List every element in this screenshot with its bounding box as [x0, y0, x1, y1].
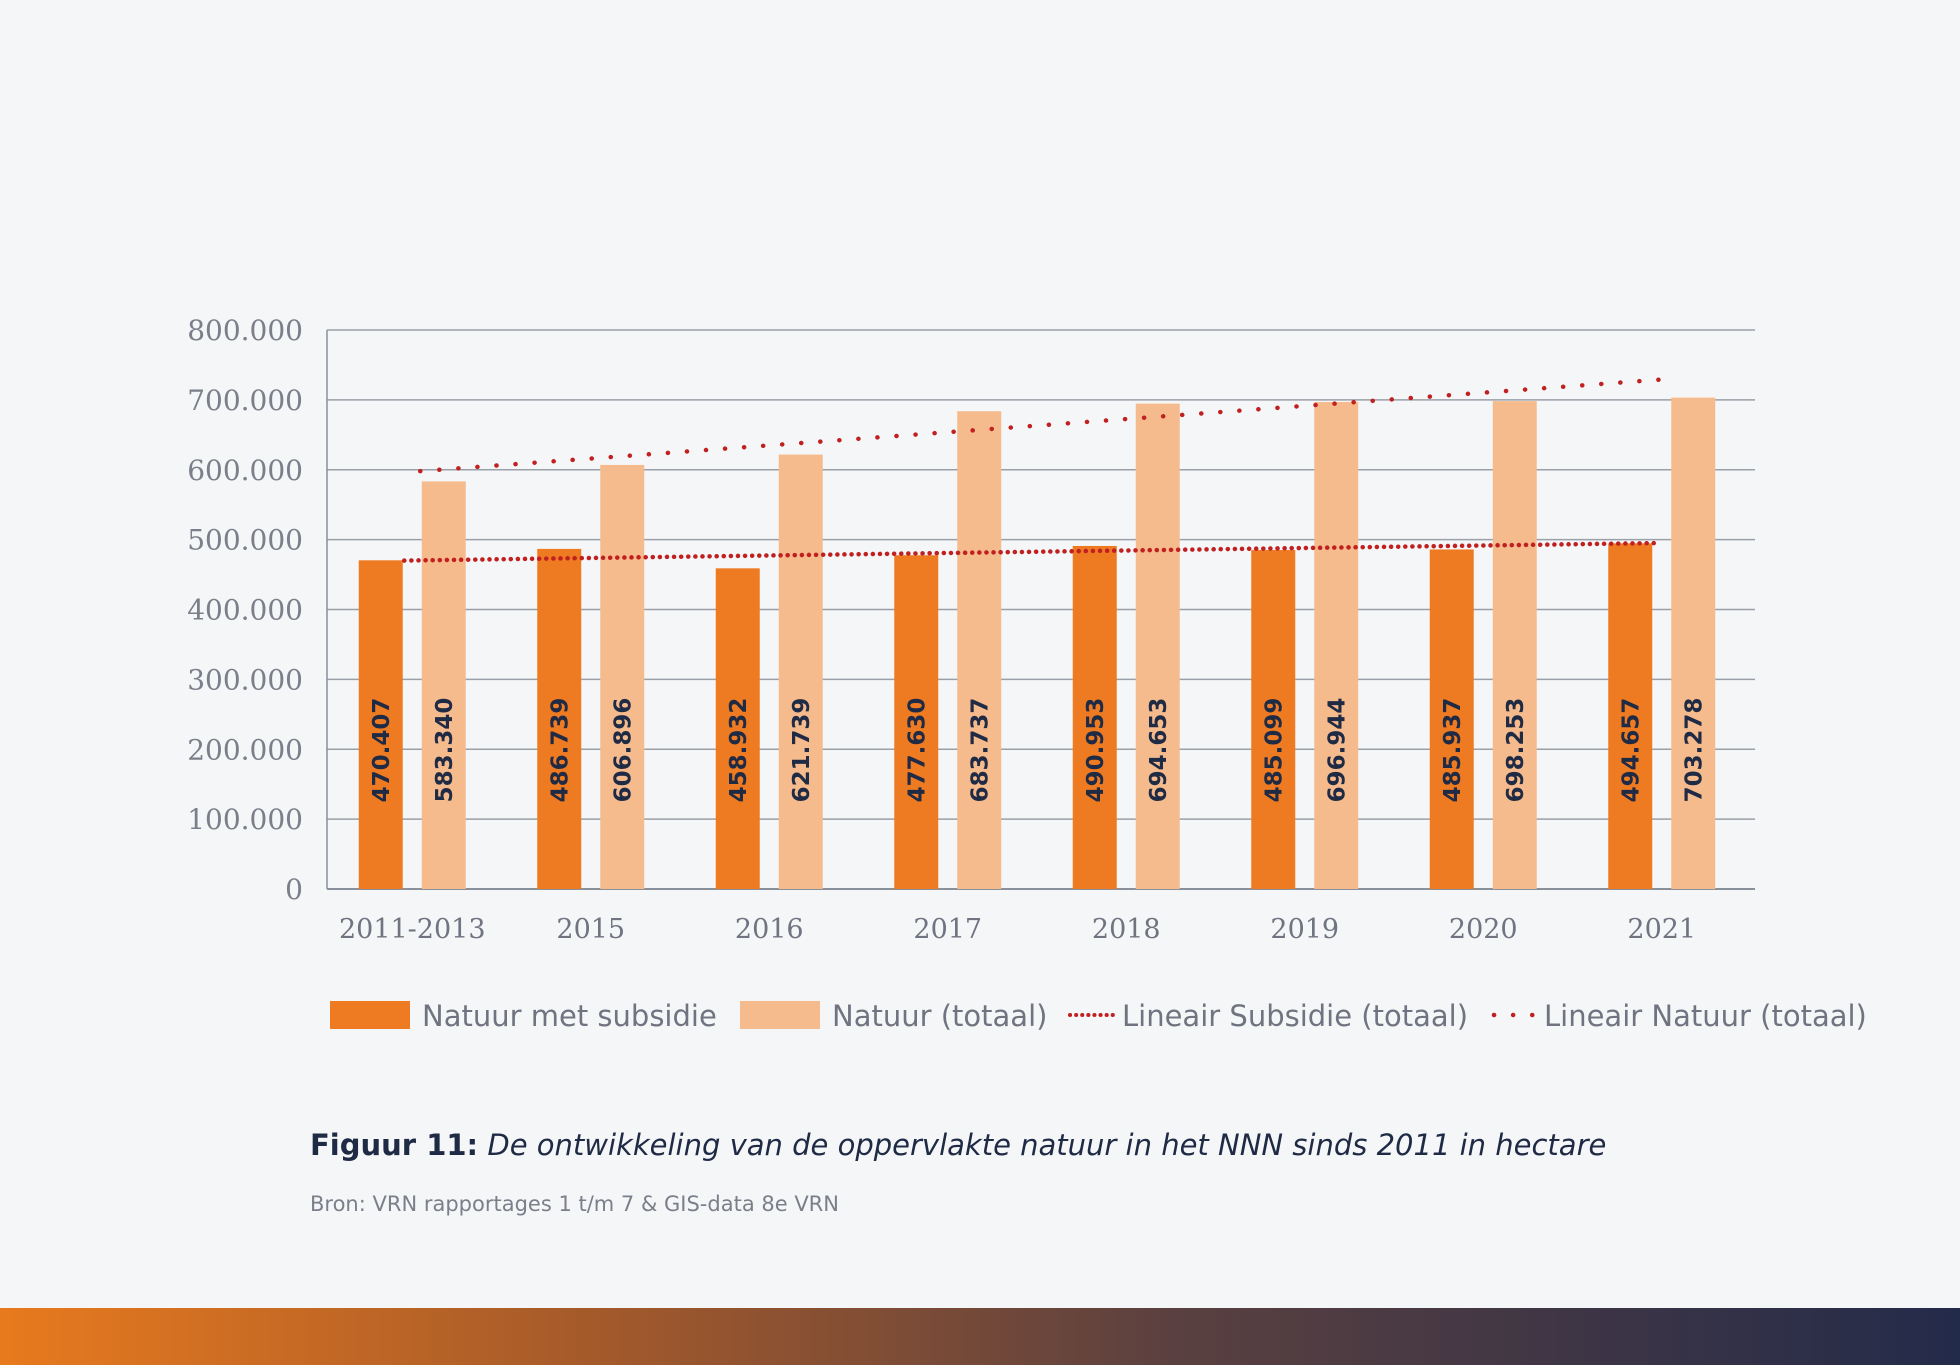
- y-tick-label: 700.000: [187, 384, 303, 417]
- y-axis-ticks: 0 100.000 200.000 300.000 400.000 500.000 600.…: [187, 314, 303, 906]
- bar-data-label: 696.944: [1324, 698, 1350, 803]
- y-tick-label: 600.000: [187, 454, 303, 487]
- bar-data-label: 486.739: [547, 698, 573, 803]
- bar-totaal: [1314, 402, 1359, 889]
- caption-text: De ontwikkeling van de oppervlakte natuu…: [487, 1128, 1607, 1162]
- legend-swatch-subsidie: [330, 1001, 410, 1029]
- trendline-subsidie: [402, 540, 1656, 563]
- trendlines: [402, 376, 1672, 563]
- bar-subsidie: [715, 568, 760, 889]
- bar-data-label: 703.278: [1681, 698, 1707, 803]
- figure-source: Bron: VRN rapportages 1 t/m 7 & GIS-data…: [310, 1192, 839, 1216]
- bar-data-label: 494.657: [1618, 698, 1644, 803]
- bar-subsidie: [1072, 545, 1117, 889]
- x-tick-label: 2020: [1449, 914, 1518, 945]
- x-tick-label: 2018: [1092, 914, 1161, 945]
- bottom-gradient-band: [0, 1308, 1960, 1365]
- y-tick-label: 800.000: [187, 314, 303, 347]
- bar-totaal: [1492, 401, 1537, 889]
- bar-data-label: 485.099: [1261, 698, 1287, 803]
- bar-data-label: 606.896: [610, 698, 636, 803]
- bar-subsidie: [358, 560, 403, 889]
- x-tick-label: 2021: [1627, 914, 1696, 945]
- x-tick-label: 2017: [913, 914, 982, 945]
- bar-totaal: [1135, 403, 1180, 889]
- figure-caption: Figuur 11: De ontwikkeling van de opperv…: [310, 1128, 1810, 1162]
- legend-label-lineair-subsidie: Lineair Subsidie (totaal): [1122, 999, 1468, 1033]
- trendline-natuur: [418, 376, 1672, 474]
- x-tick-label: 2015: [556, 914, 625, 945]
- bar-data-label: 458.932: [726, 698, 752, 803]
- x-tick-label: 2016: [735, 914, 804, 945]
- bars: 470.407 583.340 486.739 606.896 458.932 621.7…: [358, 397, 1716, 889]
- bar-data-label: 583.340: [432, 698, 458, 803]
- legend-label-lineair-natuur: Lineair Natuur (totaal): [1544, 999, 1867, 1033]
- bar-subsidie: [537, 548, 582, 889]
- legend-label-totaal: Natuur (totaal): [832, 999, 1047, 1033]
- y-tick-label: 0: [285, 873, 303, 906]
- bar-data-label: 485.937: [1440, 698, 1466, 803]
- bar-subsidie: [894, 555, 939, 889]
- y-tick-label: 100.000: [187, 803, 303, 836]
- x-axis-ticks: 2011-2013 2015 2016 2017 2018 2019 2020 2021: [339, 914, 1696, 945]
- bar-data-label: 621.739: [789, 698, 815, 803]
- legend: Natuur met subsidie Natuur (totaal) Lineai…: [330, 999, 1867, 1033]
- legend-label-subsidie: Natuur met subsidie: [422, 999, 717, 1033]
- y-tick-label: 300.000: [187, 663, 303, 696]
- bar-totaal: [957, 411, 1002, 889]
- bar-data-label: 477.630: [904, 698, 930, 803]
- bar-subsidie: [1608, 543, 1653, 889]
- bar-data-label: 694.653: [1146, 698, 1172, 803]
- bar-subsidie: [1429, 549, 1474, 889]
- bar-totaal: [421, 481, 466, 889]
- y-tick-label: 500.000: [187, 524, 303, 557]
- x-tick-label: 2011-2013: [339, 914, 486, 945]
- y-tick-label: 200.000: [187, 733, 303, 766]
- bar-subsidie: [1251, 550, 1296, 889]
- bar-data-label: 470.407: [369, 698, 395, 803]
- y-tick-label: 400.000: [187, 594, 303, 627]
- caption-lead: Figuur 11:: [310, 1128, 479, 1162]
- bar-data-label: 698.253: [1503, 698, 1529, 803]
- bar-totaal: [600, 464, 645, 889]
- legend-swatch-totaal: [740, 1001, 820, 1029]
- x-tick-label: 2019: [1270, 914, 1339, 945]
- bar-totaal: [778, 454, 823, 889]
- bar-totaal: [1671, 397, 1716, 889]
- bar-data-label: 683.737: [967, 698, 993, 803]
- bar-data-label: 490.953: [1083, 698, 1109, 803]
